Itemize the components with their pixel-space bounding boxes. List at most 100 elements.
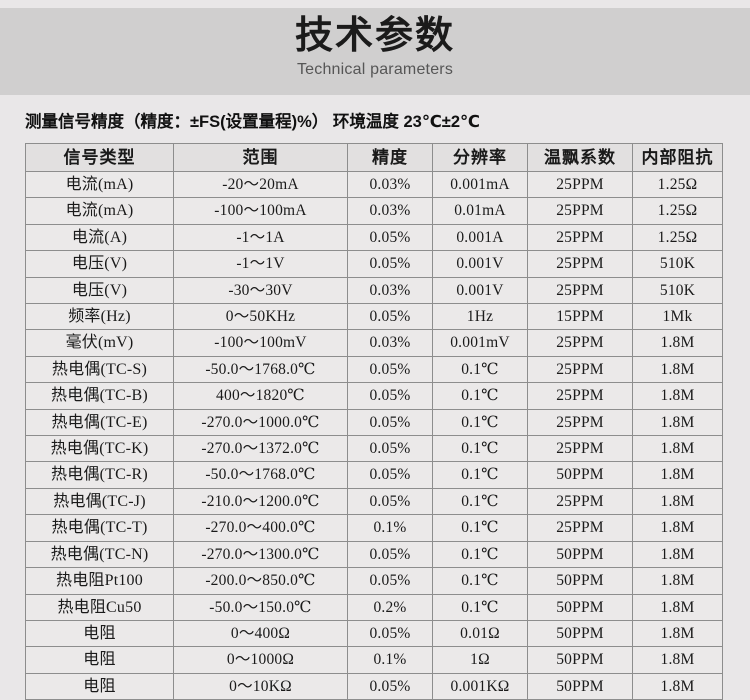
cell-temp-drift: 25PPM (527, 197, 633, 225)
cell-input-impedance: 1.8M (632, 408, 723, 437)
cell-range: 0～50KHz (173, 303, 348, 331)
cell-temp-drift: 50PPM (527, 672, 633, 700)
cell-temp-drift: 50PPM (527, 461, 633, 489)
cell-range: -1～1V (173, 250, 348, 278)
cell-accuracy: 0.05% (347, 487, 433, 516)
cell-input-impedance: 1.25Ω (632, 197, 723, 225)
cell-resolution: 0.01Ω (432, 619, 528, 648)
page-title-cn: 技术参数 (294, 15, 455, 57)
cell-accuracy: 0.03% (347, 197, 433, 225)
cell-range: 400～1820℃ (173, 382, 348, 410)
cell-signal-type: 热电偶(TC-R) (25, 461, 174, 489)
cell-temp-drift: 25PPM (527, 223, 633, 252)
cell-signal-type: 热电偶(TC-T) (25, 514, 174, 542)
cell-accuracy: 0.05% (347, 540, 433, 569)
cell-temp-drift: 25PPM (527, 408, 633, 437)
table-row: 热电偶(TC-T) -270.0～400.0℃ 0.1% 0.1℃ 25PPM 1.8M (25, 514, 723, 542)
cell-input-impedance: 1.8M (632, 593, 723, 621)
cell-input-impedance: 1.8M (632, 540, 723, 569)
cell-temp-drift: 25PPM (527, 487, 633, 516)
cell-resolution: 0.01mA (432, 197, 528, 225)
cell-resolution: 0.1℃ (432, 540, 528, 569)
cell-accuracy: 0.05% (347, 355, 433, 384)
table-row: 热电偶(TC-S) -50.0～1768.0℃ 0.05% 0.1℃ 25PPM 1.8M (25, 355, 723, 384)
cell-signal-type: 电流(mA) (25, 197, 174, 225)
cell-input-impedance: 1.8M (632, 514, 723, 542)
cell-signal-type: 热电偶(TC-B) (25, 382, 174, 410)
cell-range: -100～100mA (173, 197, 348, 225)
cell-resolution: 0.1℃ (432, 487, 528, 516)
cell-accuracy: 0.2% (347, 593, 433, 621)
cell-accuracy: 0.05% (347, 250, 433, 278)
cell-resolution: 1Hz (432, 303, 528, 331)
cell-temp-drift: 25PPM (527, 276, 633, 305)
cell-range: 0～1000Ω (173, 646, 348, 674)
cell-signal-type: 电压(V) (25, 250, 174, 278)
cell-accuracy: 0.03% (347, 276, 433, 305)
table-row: 热电阻Pt100 -200.0～850.0℃ 0.05% 0.1℃ 50PPM 1.8M (25, 567, 723, 595)
cell-accuracy: 0.05% (347, 461, 433, 489)
table-row: 电压(V) -1～1V 0.05% 0.001V 25PPM 510K (25, 250, 723, 278)
cell-resolution: 0.001KΩ (432, 672, 528, 700)
cell-range: -200.0～850.0℃ (173, 567, 348, 595)
cell-range: 0～400Ω (173, 619, 348, 648)
cell-signal-type: 电阻 (25, 619, 174, 648)
cell-resolution: 1Ω (432, 646, 528, 674)
cell-resolution: 0.1℃ (432, 355, 528, 384)
cell-input-impedance: 1Mk (632, 303, 723, 331)
table-row: 热电偶(TC-K) -270.0～1372.0℃ 0.05% 0.1℃ 25PPM 1.8… (25, 435, 723, 463)
cell-resolution: 0.1℃ (432, 593, 528, 621)
cell-accuracy: 0.05% (347, 435, 433, 463)
column-header-accuracy: 精度 (347, 143, 433, 172)
cell-input-impedance: 1.8M (632, 435, 723, 463)
table-row: 电阻 0～1000Ω 0.1% 1Ω 50PPM 1.8M (25, 646, 723, 674)
cell-input-impedance: 1.8M (632, 567, 723, 595)
cell-temp-drift: 15PPM (527, 303, 633, 331)
cell-range: -270.0～1000.0℃ (173, 408, 348, 437)
cell-temp-drift: 25PPM (527, 329, 633, 357)
table-row: 电压(V) -30～30V 0.03% 0.001V 25PPM 510K (25, 276, 723, 305)
cell-input-impedance: 1.8M (632, 382, 723, 410)
cell-range: -270.0～1372.0℃ (173, 435, 348, 463)
cell-input-impedance: 1.8M (632, 672, 723, 700)
cell-signal-type: 热电偶(TC-E) (25, 408, 174, 437)
cell-input-impedance: 1.8M (632, 487, 723, 516)
cell-accuracy: 0.05% (347, 408, 433, 437)
table-row: 电流(mA) -100～100mA 0.03% 0.01mA 25PPM 1.25Ω (25, 197, 723, 225)
cell-resolution: 0.001V (432, 250, 528, 278)
cell-input-impedance: 510K (632, 250, 723, 278)
cell-signal-type: 毫伏(mV) (25, 329, 174, 357)
cell-signal-type: 热电阻Pt100 (25, 567, 174, 595)
cell-temp-drift: 25PPM (527, 170, 633, 199)
cell-resolution: 0.001V (432, 276, 528, 305)
cell-accuracy: 0.1% (347, 514, 433, 542)
cell-input-impedance: 1.8M (632, 329, 723, 357)
column-header-resolution: 分辨率 (432, 143, 528, 172)
table-row: 电阻 0～10KΩ 0.05% 0.001KΩ 50PPM 1.8M (25, 672, 723, 700)
column-header-signal-type: 信号类型 (25, 143, 174, 172)
cell-signal-type: 电阻 (25, 672, 174, 700)
cell-temp-drift: 50PPM (527, 619, 633, 648)
cell-resolution: 0.1℃ (432, 408, 528, 437)
table-body: 电流(mA) -20～20mA 0.03% 0.001mA 25PPM 1.25Ω 电流(m… (25, 170, 723, 700)
cell-temp-drift: 50PPM (527, 646, 633, 674)
table-row: 热电偶(TC-N) -270.0～1300.0℃ 0.05% 0.1℃ 50PPM 1.8… (25, 540, 723, 569)
cell-temp-drift: 25PPM (527, 514, 633, 542)
cell-resolution: 0.1℃ (432, 435, 528, 463)
cell-input-impedance: 1.8M (632, 461, 723, 489)
cell-temp-drift: 50PPM (527, 567, 633, 595)
cell-input-impedance: 510K (632, 276, 723, 305)
cell-resolution: 0.1℃ (432, 382, 528, 410)
table-row: 热电偶(TC-E) -270.0～1000.0℃ 0.05% 0.1℃ 25PPM 1.8… (25, 408, 723, 437)
cell-temp-drift: 25PPM (527, 355, 633, 384)
table-row: 电阻 0～400Ω 0.05% 0.01Ω 50PPM 1.8M (25, 619, 723, 648)
cell-signal-type: 电流(mA) (25, 170, 174, 199)
table-row: 热电阻Cu50 -50.0～150.0℃ 0.2% 0.1℃ 50PPM 1.8M (25, 593, 723, 621)
cell-range: -1～1A (173, 223, 348, 252)
table-row: 电流(A) -1～1A 0.05% 0.001A 25PPM 1.25Ω (25, 223, 723, 252)
cell-signal-type: 热电偶(TC-N) (25, 540, 174, 569)
cell-accuracy: 0.05% (347, 303, 433, 331)
cell-signal-type: 热电偶(TC-S) (25, 355, 174, 384)
cell-signal-type: 热电阻Cu50 (25, 593, 174, 621)
cell-accuracy: 0.03% (347, 170, 433, 199)
